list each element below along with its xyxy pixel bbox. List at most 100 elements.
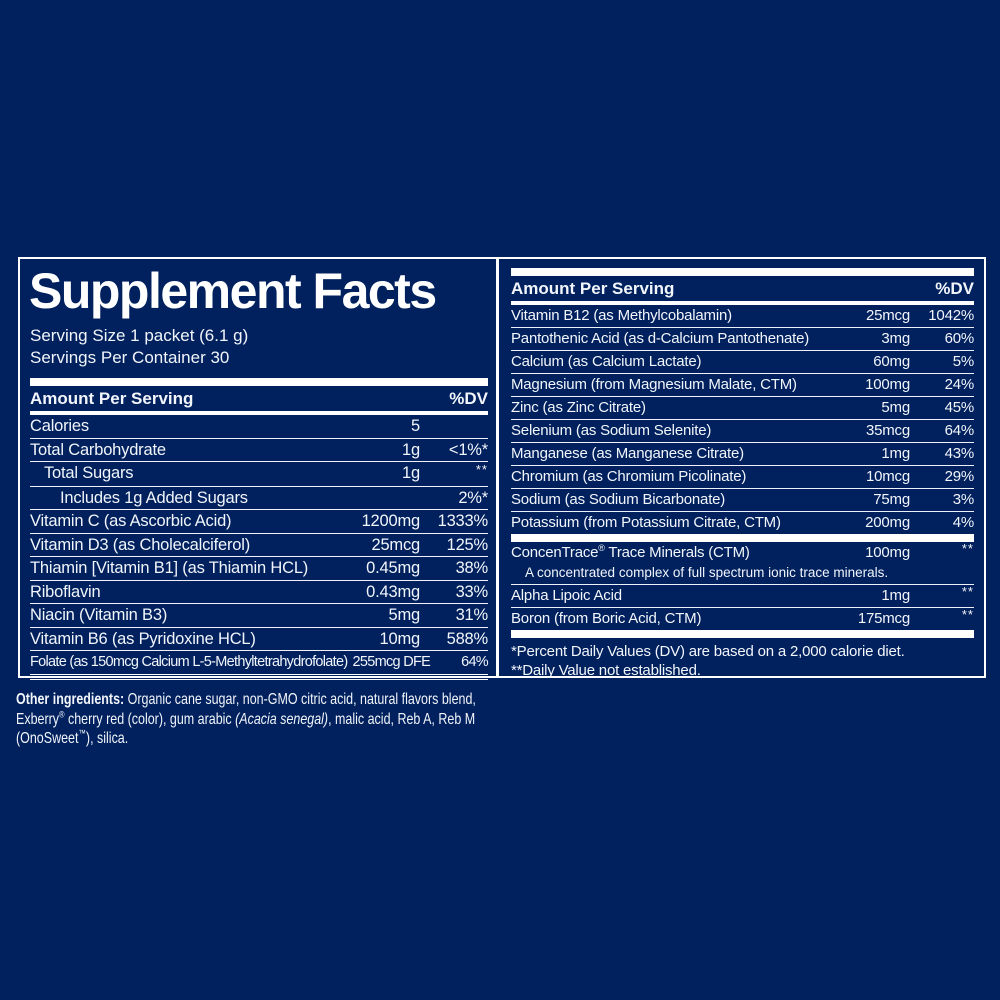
divider-bar-thick (30, 378, 488, 386)
table-row: Vitamin C (as Ascorbic Acid) 1200mg 1333% (30, 510, 488, 534)
row-amount: 5mg (881, 399, 910, 416)
serving-size: Serving Size 1 packet (6.1 g) (30, 326, 249, 345)
row-name: Chromium (as Chromium Picolinate) (511, 468, 747, 485)
row-dv: 1042% (928, 307, 974, 324)
trademark-symbol: ™ (78, 728, 86, 740)
table-row: Potassium (from Potassium Citrate, CTM) 2… (511, 512, 974, 534)
row-amount: 100mg (865, 376, 910, 393)
table-row: ConcenTrace® Trace Minerals (CTM) 100mg ** (511, 541, 974, 564)
row-dv: 3% (952, 491, 974, 508)
row-amount: 5mg (388, 606, 421, 624)
row-amount: 100mg (865, 544, 910, 561)
table-row: Magnesium (from Magnesium Malate, CTM) 10… (511, 374, 974, 397)
row-name: Manganese (as Manganese Citrate) (511, 445, 744, 462)
other-ingredients-line: Exberry® cherry red (color), gum arabic … (16, 709, 475, 730)
row-name: Pantothenic Acid (as d-Calcium Pantothen… (511, 330, 810, 347)
table-row: Niacin (Vitamin B3) 5mg 31% (30, 604, 488, 628)
divider-bar-medium (30, 411, 488, 415)
row-name: Folate (as 150mcg Calcium L-5-Methyltetr… (30, 654, 348, 670)
row-amount: 175mcg (857, 610, 910, 627)
ingredient-text: Organic cane sugar, non-GMO citric acid,… (127, 691, 476, 708)
right-nutrient-table: Vitamin B12 (as Methylcobalamin) 25mcg 104… (511, 305, 974, 534)
table-row: Alpha Lipoic Acid 1mg ** (511, 584, 974, 608)
supplement-facts-left-panel: Supplement Facts Serving Size 1 packet (… (18, 257, 499, 680)
table-row: Calories 5 (30, 415, 488, 439)
row-name: Magnesium (from Magnesium Malate, CTM) (511, 376, 797, 393)
table-row: Pantothenic Acid (as d-Calcium Pantothen… (511, 328, 974, 351)
ingredient-text: (OnoSweet™), silica. (16, 728, 129, 747)
row-dv: 38% (455, 559, 489, 577)
row-name: Vitamin C (as Ascorbic Acid) (30, 512, 232, 530)
row-dv: ** (961, 607, 974, 622)
row-dv: 2%* (458, 488, 488, 507)
divider-bar-thick (511, 534, 974, 542)
ingredient-text: (Acacia senegal) (235, 710, 329, 728)
row-name: Potassium (from Potassium Citrate, CTM) (511, 514, 781, 531)
table-row: Vitamin D3 (as Cholecalciferol) 25mcg 125% (30, 534, 488, 557)
table-row: Folate (as 150mcg Calcium L-5-Methyltetr… (30, 651, 489, 674)
row-name: Selenium (as Sodium Selenite) (511, 422, 712, 439)
table-row: Thiamin [Vitamin B1] (as Thiamin HCL) 0.4… (30, 557, 488, 581)
row-name: ConcenTrace® Trace Minerals (CTM) (511, 543, 750, 562)
amount-per-serving-label: Amount Per Serving (30, 389, 194, 408)
row-amount: 5 (411, 417, 420, 435)
divider-bar-thick (511, 630, 974, 638)
row-name: Sodium (as Sodium Bicarbonate) (511, 491, 726, 508)
row-amount: 25mcg (371, 535, 420, 554)
left-column-header: Amount Per Serving %DV (30, 386, 488, 411)
row-amount: 1200mg (361, 512, 421, 530)
dv-label: %DV (449, 389, 488, 408)
row-dv: 60% (944, 330, 975, 347)
footnotes: *Percent Daily Values (DV) are based on … (511, 642, 974, 680)
supplement-facts-right-panel: Amount Per Serving %DV Vitamin B12 (as M… (499, 257, 986, 680)
row-dv: ** (961, 541, 974, 556)
row-amount: 1g (402, 464, 420, 482)
row-amount: 1mg (881, 445, 910, 462)
other-ingredients-line: Other ingredients: Organic cane sugar, n… (16, 690, 476, 710)
row-dv: 33% (455, 582, 489, 601)
row-amount: 0.45mg (366, 559, 420, 577)
trace-minerals-table: ConcenTrace® Trace Minerals (CTM) 100mg **… (511, 541, 974, 630)
row-name: Calories (30, 417, 89, 435)
table-row: Total Sugars 1g ** (30, 462, 488, 487)
row-name: Riboflavin (30, 582, 101, 601)
ingredient-text: Other ingredients: (16, 691, 128, 708)
table-row: Vitamin B6 (as Pyridoxine HCL) 10mg 588% (30, 628, 488, 651)
row-amount: 75mg (873, 491, 910, 508)
row-amount: 1g (402, 440, 420, 459)
row-name: Boron (from Boric Acid, CTM) (511, 610, 702, 627)
row-name: Total Carbohydrate (30, 440, 166, 459)
row-dv: 5% (952, 353, 974, 370)
table-row: Calcium (as Calcium Lactate) 60mg 5% (511, 351, 974, 374)
footnote-daily-values: *Percent Daily Values (DV) are based on … (511, 643, 905, 660)
table-row: Vitamin B12 (as Methylcobalamin) 25mcg 104… (511, 305, 974, 328)
table-row: Manganese (as Manganese Citrate) 1mg 43% (511, 443, 974, 466)
table-row: Selenium (as Sodium Selenite) 35mcg 64% (511, 420, 974, 443)
row-amount: 35mcg (865, 422, 910, 439)
row-dv: 45% (944, 399, 975, 416)
divider-bar-medium (511, 301, 974, 305)
row-amount: 3mg (881, 330, 910, 347)
supplement-facts-title: Supplement Facts (29, 263, 437, 319)
table-row: Sodium (as Sodium Bicarbonate) 75mg 3% (511, 489, 974, 512)
row-amount: 10mcg (865, 468, 910, 485)
row-amount: 10mg (379, 629, 421, 648)
divider-bar-thick (511, 268, 974, 276)
ingredient-text: Exberry® cherry red (color), gum arabic (16, 709, 236, 728)
row-amount: 60mg (873, 353, 910, 370)
trademark-symbol: ® (58, 709, 65, 721)
double-rule (30, 673, 488, 680)
row-amount: 200mg (865, 514, 910, 531)
servings-per-container: Servings Per Container 30 (30, 348, 230, 367)
table-row: Total Carbohydrate 1g <1%* (30, 439, 488, 462)
row-name: Vitamin D3 (as Cholecalciferol) (30, 535, 250, 554)
row-name: Vitamin B12 (as Methylcobalamin) (511, 307, 732, 324)
row-name: Thiamin [Vitamin B1] (as Thiamin HCL) (30, 559, 309, 577)
row-dv: 64% (461, 654, 489, 670)
ingredient-text: , malic acid, Reb A, Reb M (328, 710, 476, 728)
row-name: Niacin (Vitamin B3) (30, 606, 168, 624)
row-name: Calcium (as Calcium Lactate) (511, 353, 702, 370)
amount-per-serving-label: Amount Per Serving (511, 279, 675, 298)
row-name: Total Sugars (44, 464, 134, 482)
row-note: A concentrated complex of full spectrum … (511, 564, 974, 585)
